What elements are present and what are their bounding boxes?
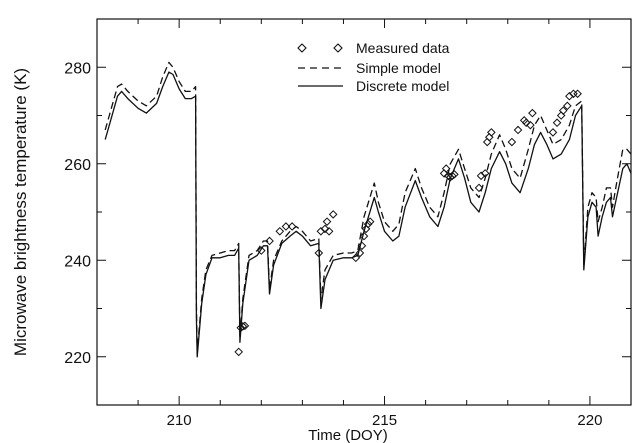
simple-model-line [105, 62, 631, 352]
x-axis-label: Time (DOY) [308, 427, 387, 443]
measured-data-point [553, 119, 560, 126]
legend-label-discrete: Discrete model [356, 78, 449, 94]
legend-diamond-marker [334, 44, 342, 52]
legend: Measured data Simple model Discrete mode… [298, 40, 450, 94]
measured-data-point [330, 211, 337, 218]
measured-data-point [508, 138, 515, 145]
measured-data-point [549, 129, 556, 136]
measured-data-point [488, 129, 495, 136]
discrete-model-line [105, 72, 631, 357]
y-tick-label: 240 [64, 253, 91, 270]
measured-data-point [529, 109, 536, 116]
y-tick-label: 220 [64, 350, 91, 367]
x-tick-label: 210 [167, 412, 192, 429]
measured-data-point [323, 218, 330, 225]
x-tick-label: 220 [577, 412, 602, 429]
legend-item-measured: Measured data [298, 40, 450, 56]
legend-label-measured: Measured data [356, 40, 450, 56]
y-axis-label: Microwave brightness temperature (K) [11, 68, 30, 356]
measured-data-point [514, 126, 521, 133]
legend-diamond-marker [298, 44, 306, 52]
measured-data-point [558, 112, 565, 119]
series-layer [105, 62, 631, 356]
measured-data-point [484, 138, 491, 145]
measured-data-point [276, 228, 283, 235]
y-tick-label: 280 [64, 60, 91, 77]
measured-data-point [235, 348, 242, 355]
legend-label-simple: Simple model [356, 60, 441, 76]
measured-data-point [486, 134, 493, 141]
y-tick-label: 260 [64, 157, 91, 174]
plot-area [105, 62, 631, 356]
measured-data-point [521, 117, 528, 124]
legend-item-discrete: Discrete model [298, 78, 449, 94]
legend-item-simple: Simple model [298, 60, 441, 76]
